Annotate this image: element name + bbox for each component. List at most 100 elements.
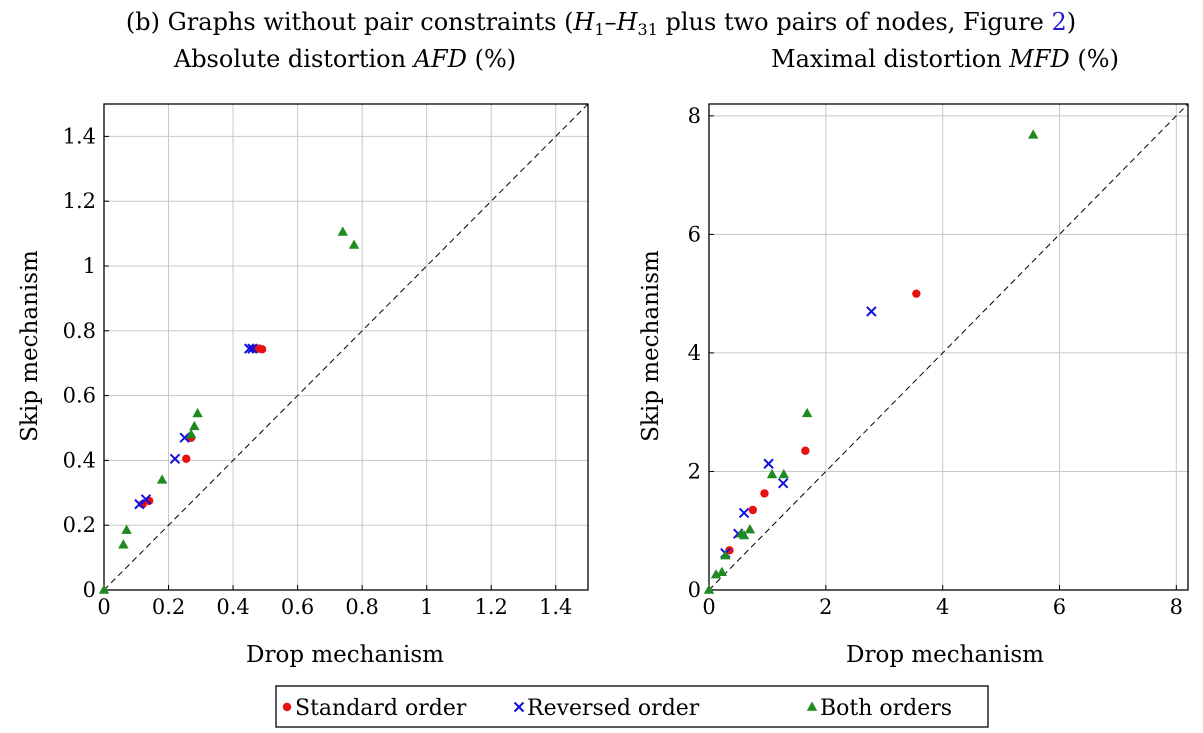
- afd-point-standard-order: [182, 454, 191, 463]
- legend-label-reversed-order: Reversed order: [527, 696, 700, 721]
- mfd-plot-frame: [708, 103, 1189, 591]
- mfd-point-both-orders: [801, 407, 813, 418]
- afd-point-both-orders: [185, 428, 197, 439]
- mfd-point-both-orders: [738, 529, 750, 540]
- mfd-x-tick-label: 4: [936, 595, 949, 619]
- mfd-title-metric: MFD: [1008, 45, 1069, 73]
- caption-prefix: (b) Graphs without pair constraints (: [126, 8, 574, 36]
- afd-y-tick-label: 0.6: [63, 384, 96, 408]
- mfd-point-both-orders: [744, 524, 756, 534]
- legend-label-both-orders: Both orders: [820, 696, 952, 721]
- afd-title-prefix: Absolute distortion: [173, 45, 414, 73]
- afd-point-reversed-order: [169, 453, 181, 464]
- afd-marks: [98, 226, 360, 594]
- afd-point-both-orders: [192, 407, 203, 418]
- mfd-point-both-orders: [1028, 129, 1039, 139]
- mfd-point-both-orders: [716, 566, 728, 577]
- mfd-marks: [703, 129, 1039, 594]
- mfd-diagonal: [708, 103, 1189, 591]
- afd-y-tick-label: 1.2: [63, 189, 96, 213]
- afd-point-both-orders: [348, 239, 360, 249]
- caption-dash: –: [605, 8, 617, 36]
- caption-mid: plus two pairs of nodes, Figure: [658, 8, 1052, 36]
- afd-point-reversed-order: [243, 343, 255, 354]
- afd-chart-title: Absolute distortion AFD (%): [173, 45, 516, 73]
- mfd-point-standard-order: [801, 446, 810, 455]
- afd-y-axis-label: Skip mechanism: [17, 250, 43, 442]
- afd-x-tick-label: 0: [97, 595, 110, 619]
- afd-point-both-orders: [118, 539, 129, 549]
- afd-x-tick-label: 0.8: [345, 595, 378, 619]
- afd-y-tick-label: 0.4: [63, 448, 96, 472]
- afd-point-reversed-order: [140, 494, 152, 505]
- afd-y-tick-label: 0: [83, 578, 96, 602]
- afd-chart: Absolute distortion AFD (%) 0 0.2 0.4 0.6 0.…: [17, 45, 589, 668]
- mfd-title-suffix: (%): [1070, 45, 1119, 73]
- mfd-point-both-orders: [778, 468, 789, 479]
- afd-point-both-orders: [189, 420, 200, 431]
- mfd-x-axis-label: Drop mechanism: [846, 642, 1044, 668]
- caption-figure-ref[interactable]: 2: [1051, 8, 1066, 36]
- mfd-y-axis-label: Skip mechanism: [638, 250, 664, 442]
- legend-marker-standard-order: [282, 702, 292, 712]
- legend-marker-both-orders: [806, 701, 818, 711]
- afd-point-both-orders: [156, 474, 168, 484]
- afd-title-suffix: (%): [467, 45, 516, 73]
- mfd-x-tick-label: 2: [819, 595, 832, 619]
- legend-entries: Standard order Reversed order Both orders: [282, 696, 952, 721]
- mfd-point-reversed-order: [738, 507, 750, 519]
- afd-plot-frame: [103, 103, 589, 591]
- afd-point-standard-order: [257, 345, 267, 354]
- mfd-point-both-orders: [720, 550, 731, 560]
- afd-diagonal: [103, 103, 589, 591]
- afd-point-both-orders: [337, 226, 348, 236]
- afd-x-tick-label: 1.2: [474, 595, 507, 619]
- caption-h1: H: [572, 8, 595, 36]
- afd-y-tick-label: 1: [83, 254, 96, 278]
- mfd-ticks: 0 2 4 6 8 0 2 4 6 8: [688, 104, 1183, 619]
- mfd-y-tick-label: 0: [688, 578, 701, 602]
- afd-x-axis-label: Drop mechanism: [246, 642, 444, 668]
- caption-h1-sub: 1: [594, 20, 604, 39]
- figure-caption: (b) Graphs without pair constraints (H1–…: [126, 8, 1076, 39]
- mfd-point-reversed-order: [763, 458, 774, 469]
- afd-y-tick-label: 0.2: [63, 513, 96, 537]
- legend-label-standard-order: Standard order: [295, 696, 467, 721]
- mfd-x-tick-label: 0: [702, 595, 715, 619]
- caption-h31-sub: 31: [638, 20, 658, 39]
- afd-x-tick-label: 0.6: [281, 595, 314, 619]
- legend-box: [275, 685, 989, 728]
- mfd-point-standard-order: [760, 489, 769, 498]
- afd-point-reversed-order: [179, 432, 190, 443]
- mfd-point-reversed-order: [777, 478, 789, 489]
- afd-x-tick-label: 0.2: [152, 595, 185, 619]
- afd-point-reversed-order: [247, 343, 258, 354]
- mfd-x-tick-label: 8: [1170, 595, 1183, 619]
- mfd-point-both-orders: [710, 569, 722, 579]
- afd-x-tick-label: 1.4: [539, 595, 572, 619]
- mfd-y-tick-label: 2: [688, 459, 701, 483]
- mfd-y-tick-label: 6: [688, 222, 701, 246]
- afd-x-tick-label: 0.4: [216, 595, 249, 619]
- mfd-x-tick-label: 6: [1053, 595, 1066, 619]
- mfd-point-both-orders: [703, 584, 715, 594]
- mfd-point-reversed-order: [866, 306, 877, 317]
- legend-marker-reversed-order: [513, 701, 525, 713]
- legend: Standard order Reversed order Both orders: [275, 685, 989, 728]
- afd-point-reversed-order: [134, 498, 145, 510]
- mfd-title-prefix: Maximal distortion: [771, 45, 1009, 73]
- afd-point-both-orders: [98, 584, 110, 594]
- mfd-point-both-orders: [766, 468, 778, 479]
- afd-x-tick-label: 1: [420, 595, 433, 619]
- mfd-chart-title: Maximal distortion MFD (%): [771, 45, 1119, 73]
- mfd-y-tick-label: 4: [688, 341, 701, 365]
- afd-y-tick-label: 1.4: [63, 124, 96, 148]
- caption-h31: H: [616, 8, 639, 36]
- mfd-chart: Maximal distortion MFD (%) 0 2 4 6 8 0 2 4 6 8 Dr…: [638, 45, 1189, 668]
- mfd-point-standard-order: [748, 505, 758, 515]
- caption-end: ): [1067, 8, 1076, 36]
- mfd-y-tick-label: 8: [688, 104, 701, 128]
- afd-point-both-orders: [121, 524, 132, 534]
- afd-ticks: 0 0.2 0.4 0.6 0.8 1 1.2 1.4 0 0.2 0.4 0.6 0.8 1 1.2 1.4: [63, 124, 573, 619]
- mfd-point-standard-order: [912, 289, 921, 298]
